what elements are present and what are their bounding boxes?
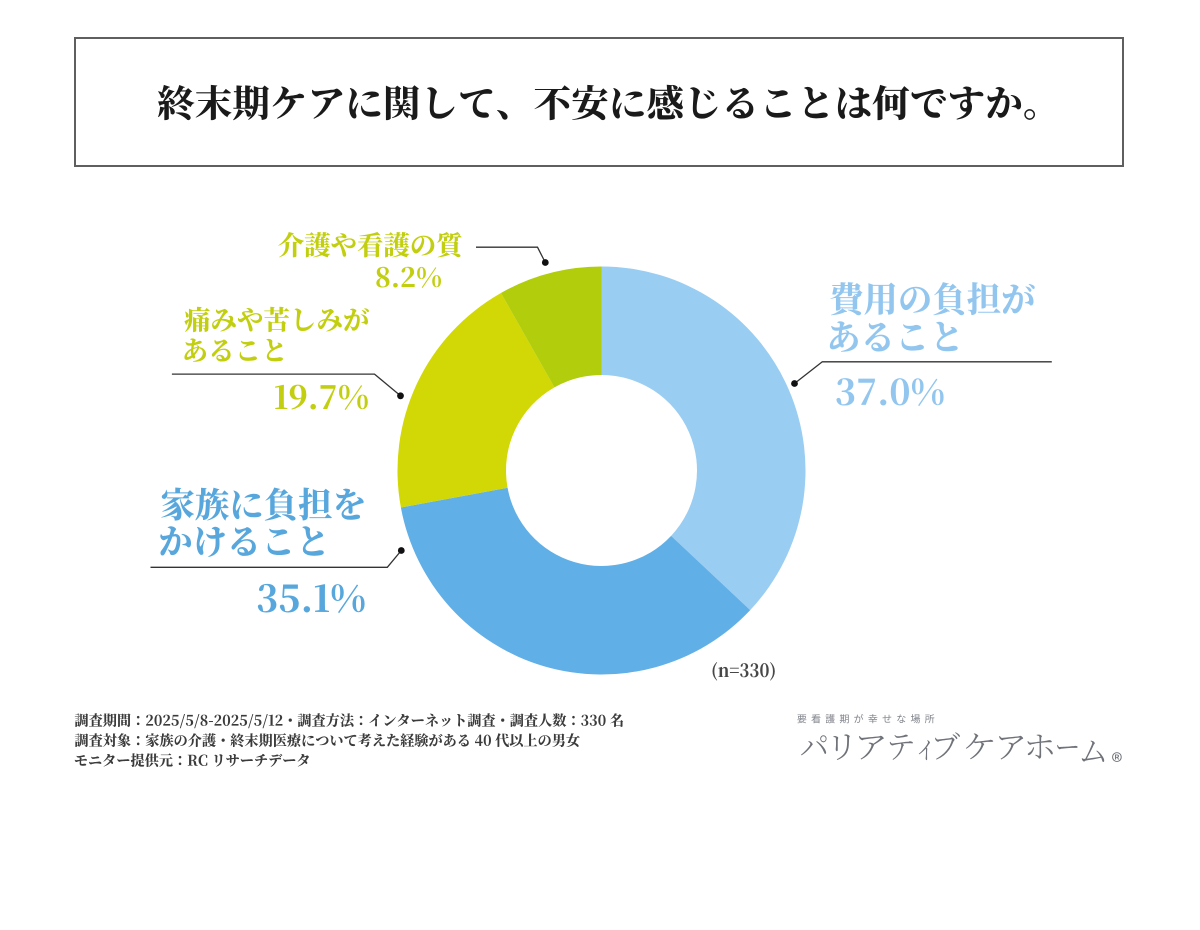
footnote-line2: 調査対象：家族の介護・終末期医療について考えた経験がある 40 代以上の男女 bbox=[75, 810, 588, 830]
leader-family-dot bbox=[397, 547, 405, 554]
leader-quality-dot bbox=[541, 259, 549, 266]
logo-registered-mark: ® bbox=[1191, 757, 1200, 771]
leader-cost bbox=[791, 361, 1052, 387]
footnote-line3: モニター提供元：RC リサーチデータ bbox=[75, 870, 588, 890]
sample-note: (n=330) bbox=[712, 659, 778, 682]
title-box: 終末期ケアに関して、不安に感じることは何ですか。 bbox=[74, 37, 1124, 167]
leader-family-line bbox=[150, 550, 402, 568]
leader-cost-line bbox=[794, 361, 1052, 385]
leader-pain bbox=[171, 373, 404, 400]
page-title: 終末期ケアに関して、不安に感じることは何ですか。 bbox=[76, 39, 1122, 166]
callout-cost-line1: 費用の負担が bbox=[865, 315, 1075, 354]
leader-cost-dot bbox=[791, 380, 798, 387]
slice-family bbox=[400, 487, 751, 675]
callout-cost-value: 37.0% bbox=[836, 372, 938, 415]
leader-quality bbox=[476, 246, 549, 266]
infographic-stage: 終末期ケアに関して、不安に感じることは何ですか。 費用の負担が あること 37.… bbox=[74, 37, 1200, 779]
survey-footnote: 調査期間：2025/5/8-2025/5/12・調査方法：インターネット調査・調… bbox=[75, 710, 588, 930]
slice-cost bbox=[601, 266, 806, 611]
leader-quality-line bbox=[476, 246, 546, 263]
callout-pain-line1: 痛みや苦しみが bbox=[209, 335, 384, 362]
slice-quality bbox=[500, 266, 602, 388]
footnote-line1: 調査期間：2025/5/8-2025/5/12・調査方法：インターネット調査・調… bbox=[75, 750, 588, 770]
callout-family-value: 35.1% bbox=[258, 578, 357, 620]
leader-pain-dot bbox=[397, 392, 404, 400]
callout-family-line1: 家族に負担を bbox=[196, 520, 406, 559]
callout-pain-value: 19.7% bbox=[275, 380, 366, 417]
slice-pain bbox=[397, 292, 555, 508]
logo-tagline: 要看護期が幸せな場所 bbox=[797, 711, 934, 726]
callout-quality-value: 8.2% bbox=[376, 263, 437, 294]
logo-brand: パリアティブケアホーム® bbox=[798, 727, 1200, 779]
chart-art bbox=[74, 84, 1122, 768]
leader-lines bbox=[150, 246, 1052, 568]
leader-pain-line bbox=[171, 373, 401, 397]
logo-brand-text: パリアティブケアホーム bbox=[798, 736, 1191, 776]
leader-family bbox=[150, 547, 405, 568]
donut-chart bbox=[397, 266, 806, 675]
